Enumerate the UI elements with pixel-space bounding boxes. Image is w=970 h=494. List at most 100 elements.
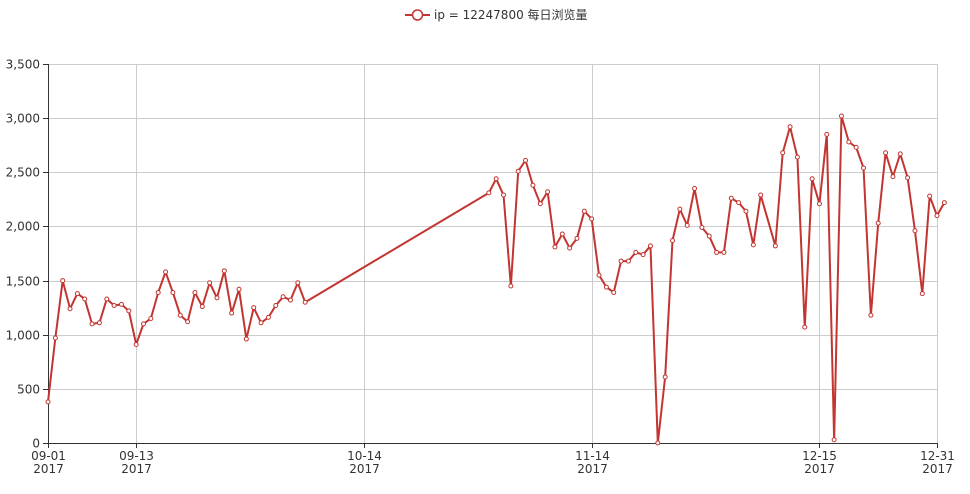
data-point: [824, 131, 830, 137]
data-point: [96, 320, 102, 326]
data-point: [45, 399, 51, 405]
data-point: [523, 157, 529, 163]
data-point: [589, 216, 595, 222]
data-point: [728, 195, 734, 201]
y-tick-label: 3,000: [6, 112, 40, 126]
x-tick-year-label: 2017: [349, 462, 380, 476]
series-line: [47, 114, 946, 444]
grid: [48, 64, 938, 443]
data-point: [530, 182, 536, 188]
data-point: [927, 193, 933, 199]
data-point: [280, 294, 286, 300]
data-point: [706, 233, 712, 239]
data-point: [287, 297, 293, 303]
x-tick-label: 09-01: [31, 449, 66, 463]
data-point: [126, 308, 132, 314]
data-point: [692, 186, 698, 192]
data-point: [846, 139, 852, 145]
x-tick-label: 12-15: [802, 449, 837, 463]
x-tick-year-label: 2017: [804, 462, 835, 476]
data-point: [905, 175, 911, 181]
data-point: [163, 269, 169, 275]
y-tick-label: 3,500: [6, 58, 40, 72]
data-point: [537, 201, 543, 207]
data-point: [868, 312, 874, 318]
data-point: [787, 124, 793, 130]
y-tick-label: 1,000: [6, 329, 40, 343]
data-point: [60, 278, 66, 284]
data-point: [670, 238, 675, 244]
legend-label: ip = 12247800 每日浏览量: [434, 7, 588, 22]
data-point: [52, 335, 58, 341]
x-tick-year-label: 2017: [121, 462, 152, 476]
data-point: [302, 299, 308, 305]
x-tick-label: 10-14: [347, 449, 382, 463]
data-point: [111, 302, 117, 308]
y-tick-label: 2,000: [6, 220, 40, 234]
data-point: [699, 225, 705, 231]
data-point: [295, 280, 301, 286]
data-point: [155, 289, 161, 295]
data-point: [515, 168, 521, 174]
data-point: [251, 305, 257, 311]
data-point: [199, 304, 205, 310]
data-point: [655, 440, 661, 446]
data-point: [89, 321, 95, 327]
data-point: [574, 235, 580, 241]
data-point: [82, 296, 88, 302]
data-point: [750, 242, 756, 248]
data-point: [816, 201, 822, 207]
data-point: [273, 302, 279, 308]
x-tick-year-label: 2017: [922, 462, 953, 476]
data-point: [545, 189, 551, 195]
legend[interactable]: ip = 12247800 每日浏览量: [405, 7, 588, 22]
data-point: [581, 208, 587, 214]
data-point: [721, 249, 727, 255]
data-point: [625, 258, 631, 264]
x-axis-labels: 09-01201709-13201710-14201711-14201712-1…: [31, 449, 955, 476]
x-tick-year-label: 2017: [33, 462, 64, 476]
axes: [43, 64, 938, 448]
data-point: [838, 113, 844, 119]
data-point: [714, 249, 720, 255]
data-point: [794, 154, 800, 160]
data-point: [618, 258, 624, 264]
legend-marker-icon: [411, 9, 424, 21]
data-point: [861, 165, 867, 171]
data-point: [890, 174, 896, 180]
data-point: [67, 306, 73, 312]
data-point: [603, 284, 609, 290]
data-point: [170, 289, 176, 295]
data-point: [486, 190, 492, 196]
data-point: [809, 176, 815, 182]
data-point: [192, 289, 198, 295]
data-point: [133, 341, 139, 347]
data-point: [662, 374, 668, 380]
data-point: [148, 315, 154, 321]
data-point: [897, 151, 903, 157]
data-point: [912, 228, 918, 234]
data-point: [185, 319, 191, 325]
data-point: [736, 200, 742, 206]
data-point: [941, 200, 947, 206]
data-point: [883, 150, 889, 156]
data-point: [875, 220, 881, 226]
data-point: [758, 192, 764, 198]
x-tick-label: 09-13: [119, 449, 154, 463]
data-point: [647, 243, 653, 249]
data-point: [853, 144, 859, 150]
data-point: [207, 280, 213, 286]
data-point: [611, 289, 617, 295]
y-tick-label: 2,500: [6, 166, 40, 180]
data-point: [934, 213, 940, 219]
data-point: [640, 252, 646, 258]
data-point: [236, 286, 242, 292]
data-point: [493, 176, 499, 182]
data-point: [802, 324, 808, 330]
data-point: [596, 272, 602, 278]
data-point: [104, 296, 110, 302]
y-axis-labels: 0 500 1,000 1,500 2,000 2,500 3,000 3,500: [6, 58, 40, 451]
x-tick-label: 11-14: [575, 449, 610, 463]
series-views: [45, 113, 947, 446]
data-point: [831, 437, 837, 443]
